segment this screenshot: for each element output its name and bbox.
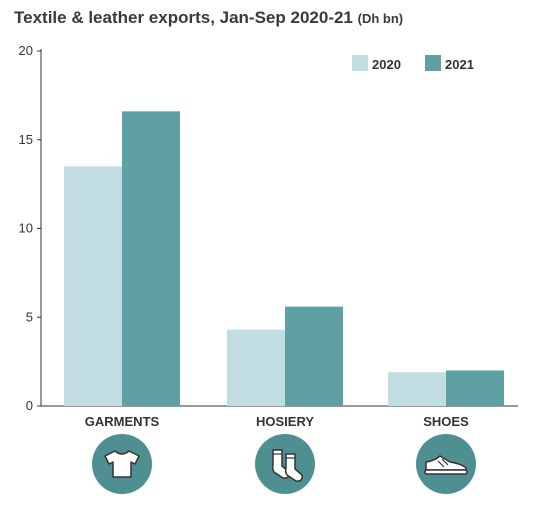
tshirt-shape bbox=[104, 450, 140, 478]
chart-title-text: Textile & leather exports, Jan-Sep 2020-… bbox=[14, 8, 353, 27]
y-tick-label: 5 bbox=[26, 309, 33, 324]
category-label: SHOES bbox=[423, 414, 469, 429]
chart-unit: (Dh bn) bbox=[357, 11, 404, 26]
y-tick-label: 10 bbox=[19, 221, 33, 236]
y-tick-label: 20 bbox=[19, 43, 33, 58]
bar-garments-2020 bbox=[64, 166, 122, 406]
bars bbox=[64, 111, 504, 406]
legend-label-2020: 2020 bbox=[372, 57, 401, 72]
legend-swatch-2020 bbox=[352, 55, 368, 71]
shoe-lace bbox=[441, 458, 449, 466]
shoe-sole bbox=[424, 469, 468, 475]
y-tick-label: 15 bbox=[19, 132, 33, 147]
category-label: GARMENTS bbox=[85, 414, 160, 429]
bar-hosiery-2021 bbox=[285, 306, 343, 406]
legend: 2020 2021 bbox=[352, 55, 474, 72]
shoe-icon bbox=[416, 434, 476, 494]
bar-shoes-2020 bbox=[388, 372, 446, 406]
tshirt-icon bbox=[92, 434, 152, 494]
bar-hosiery-2020 bbox=[227, 329, 285, 406]
legend-swatch-2021 bbox=[425, 55, 441, 71]
bar-shoes-2021 bbox=[446, 370, 504, 406]
socks-icon bbox=[255, 434, 315, 494]
icon-circle bbox=[255, 434, 315, 494]
chart-title: Textile & leather exports, Jan-Sep 2020-… bbox=[14, 8, 403, 28]
category-label: HOSIERY bbox=[256, 414, 314, 429]
legend-label-2021: 2021 bbox=[445, 57, 474, 72]
category-labels: GARMENTS HOSIERY SHOES bbox=[85, 414, 469, 429]
bar-garments-2021 bbox=[122, 111, 180, 406]
shoe-lace bbox=[437, 460, 445, 468]
sock-right bbox=[284, 453, 303, 482]
y-tick-label: 0 bbox=[26, 398, 33, 413]
category-icons bbox=[92, 434, 476, 494]
